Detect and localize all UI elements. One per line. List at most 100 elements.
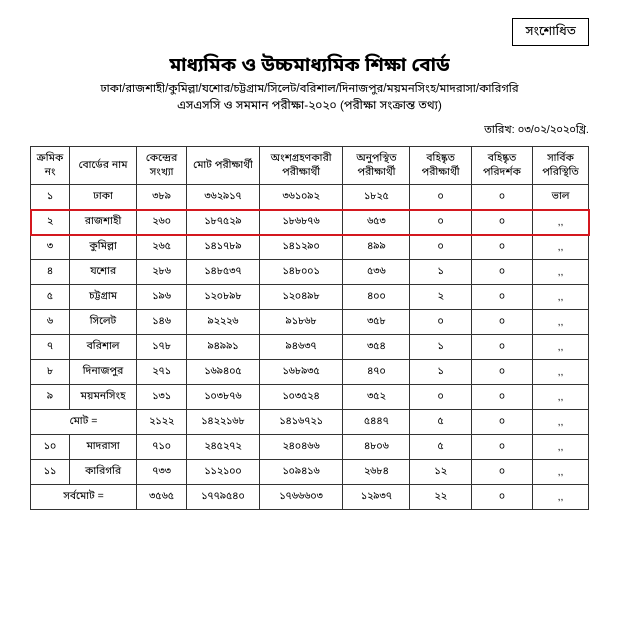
cell-absent: ৩৫৪ (343, 335, 410, 360)
cell-present: ১৪১২৯০ (259, 235, 343, 260)
cell-absent: ৫৩৬ (343, 260, 410, 285)
cell-board: যশোর (70, 260, 137, 285)
col-expelled-invigilators: বহিষ্কৃত পরিদর্শক (471, 147, 532, 185)
cell-status: ,, (533, 435, 589, 460)
revision-badge: সংশোধিত (512, 18, 589, 46)
header: মাধ্যমিক ও উচ্চমাধ্যমিক শিক্ষা বোর্ড ঢাক… (30, 54, 589, 114)
cell-status: ,, (533, 485, 589, 510)
table-row: ১১ কারিগরি ৭৩৩ ১১২১০০ ১০৯৪১৬ ২৬৮৪ ১২ ০ ,… (31, 460, 589, 485)
cell-sl: ১ (31, 185, 70, 210)
cell-present: ১৪৮০০১ (259, 260, 343, 285)
cell-centers: ২৬৫ (137, 235, 187, 260)
cell-status: ,, (533, 385, 589, 410)
cell-board: কুমিল্লা (70, 235, 137, 260)
cell-board: বরিশাল (70, 335, 137, 360)
cell-absent: ৩৫২ (343, 385, 410, 410)
cell-present: ১৬৮৯৩৫ (259, 360, 343, 385)
cell-board: দিনাজপুর (70, 360, 137, 385)
cell-exp-stu: ০ (410, 235, 471, 260)
cell-absent: ৫৪৪৭ (343, 410, 410, 435)
cell-sl: ৫ (31, 285, 70, 310)
cell-board: কারিগরি (70, 460, 137, 485)
cell-centers: ৩৫৬৫ (137, 485, 187, 510)
cell-absent: ১৮২৫ (343, 185, 410, 210)
cell-centers: ৩৮৯ (137, 185, 187, 210)
cell-exp-stu: ০ (410, 185, 471, 210)
cell-status: ,, (533, 460, 589, 485)
table-row: ৫ চট্টগ্রাম ১৯৬ ১২০৮৯৮ ১২০৪৯৮ ৪০০ ২ ০ ,, (31, 285, 589, 310)
cell-sl: ৩ (31, 235, 70, 260)
cell-sl: ৬ (31, 310, 70, 335)
cell-centers: ২৮৬ (137, 260, 187, 285)
table-row: ২ রাজশাহী ২৬০ ১৮৭৫২৯ ১৮৬৮৭৬ ৬৫৩ ০ ০ ,, (31, 210, 589, 235)
cell-board: চট্টগ্রাম (70, 285, 137, 310)
cell-exp-stu: ৫ (410, 410, 471, 435)
table-row: ৭ বরিশাল ১৭৮ ৯৪৯৯১ ৯৪৬৩৭ ৩৫৪ ১ ০ ,, (31, 335, 589, 360)
cell-present: ১২০৪৯৮ (259, 285, 343, 310)
grandtotal-row: সর্বমোট = ৩৫৬৫ ১৭৭৯৫৪০ ১৭৬৬৬০৩ ১২৯৩৭ ২২ … (31, 485, 589, 510)
cell-absent: ৪০০ (343, 285, 410, 310)
cell-exp-stu: ১ (410, 335, 471, 360)
cell-present: ৯৪৬৩৭ (259, 335, 343, 360)
cell-exp-inv: ০ (471, 235, 532, 260)
table-row: ৪ যশোর ২৮৬ ১৪৮৫৩৭ ১৪৮০০১ ৫৩৬ ১ ০ ,, (31, 260, 589, 285)
cell-exp-inv: ০ (471, 285, 532, 310)
cell-exp-inv: ০ (471, 410, 532, 435)
cell-exp-stu: ০ (410, 210, 471, 235)
cell-total: ১৭৭৯৫৪০ (187, 485, 260, 510)
cell-sl: ৭ (31, 335, 70, 360)
cell-exp-stu: ১২ (410, 460, 471, 485)
cell-total: ৩৬২৯১৭ (187, 185, 260, 210)
cell-centers: ৭১০ (137, 435, 187, 460)
col-expelled-students: বহিষ্কৃত পরীক্ষার্থী (410, 147, 471, 185)
cell-present: ৩৬১০৯২ (259, 185, 343, 210)
exam-data-table: ক্রমিক নং বোর্ডের নাম কেন্দ্রের সংখ্যা ম… (30, 146, 589, 510)
date-label: তারিখ: ০৩/০২/২০২০খ্রি. (30, 124, 589, 138)
cell-exp-inv: ০ (471, 360, 532, 385)
cell-status: ,, (533, 285, 589, 310)
cell-absent: ৩৫৮ (343, 310, 410, 335)
cell-total: ৯২২২৬ (187, 310, 260, 335)
page-title: মাধ্যমিক ও উচ্চমাধ্যমিক শিক্ষা বোর্ড (30, 54, 589, 79)
cell-present: ১৭৬৬৬০৩ (259, 485, 343, 510)
cell-absent: ৪৯৯ (343, 235, 410, 260)
cell-exp-stu: ১ (410, 360, 471, 385)
cell-board: রাজশাহী (70, 210, 137, 235)
col-absent: অনুপস্থিত পরীক্ষার্থী (343, 147, 410, 185)
cell-sl: ৪ (31, 260, 70, 285)
cell-centers: ১৭৮ (137, 335, 187, 360)
cell-status: ,, (533, 210, 589, 235)
cell-absent: ৪৭০ (343, 360, 410, 385)
cell-total: ১০৩৮৭৬ (187, 385, 260, 410)
col-serial: ক্রমিক নং (31, 147, 70, 185)
cell-sl: ১০ (31, 435, 70, 460)
cell-absent: ৪৮০৬ (343, 435, 410, 460)
table-header-row: ক্রমিক নং বোর্ডের নাম কেন্দ্রের সংখ্যা ম… (31, 147, 589, 185)
cell-present: ১০৩৫২৪ (259, 385, 343, 410)
cell-exp-inv: ০ (471, 185, 532, 210)
cell-absent: ১২৯৩৭ (343, 485, 410, 510)
cell-absent: ৬৫৩ (343, 210, 410, 235)
cell-exp-inv: ০ (471, 260, 532, 285)
cell-total: ১৬৯৪০৫ (187, 360, 260, 385)
cell-centers: ২৭১ (137, 360, 187, 385)
cell-total: ১২০৮৯৮ (187, 285, 260, 310)
cell-exp-stu: ২২ (410, 485, 471, 510)
cell-exp-inv: ০ (471, 485, 532, 510)
cell-exp-stu: ২ (410, 285, 471, 310)
cell-status: ,, (533, 310, 589, 335)
cell-exp-inv: ০ (471, 210, 532, 235)
cell-centers: ১৩১ (137, 385, 187, 410)
table-row: ৩ কুমিল্লা ২৬৫ ১৪১৭৮৯ ১৪১২৯০ ৪৯৯ ০ ০ ,, (31, 235, 589, 260)
cell-status: ,, (533, 260, 589, 285)
cell-centers: ২১২২ (137, 410, 187, 435)
cell-exp-stu: ০ (410, 385, 471, 410)
cell-exp-inv: ০ (471, 335, 532, 360)
cell-board: ময়মনসিংহ (70, 385, 137, 410)
table-row: ৮ দিনাজপুর ২৭১ ১৬৯৪০৫ ১৬৮৯৩৫ ৪৭০ ১ ০ ,, (31, 360, 589, 385)
col-present: অংশগ্রহণকারী পরীক্ষার্থী (259, 147, 343, 185)
table-body: ১ ঢাকা ৩৮৯ ৩৬২৯১৭ ৩৬১০৯২ ১৮২৫ ০ ০ ভাল২ র… (31, 185, 589, 510)
cell-total: ১১২১০০ (187, 460, 260, 485)
table-row: ৬ সিলেট ১৪৬ ৯২২২৬ ৯১৮৬৮ ৩৫৮ ০ ০ ,, (31, 310, 589, 335)
cell-exp-inv: ০ (471, 460, 532, 485)
